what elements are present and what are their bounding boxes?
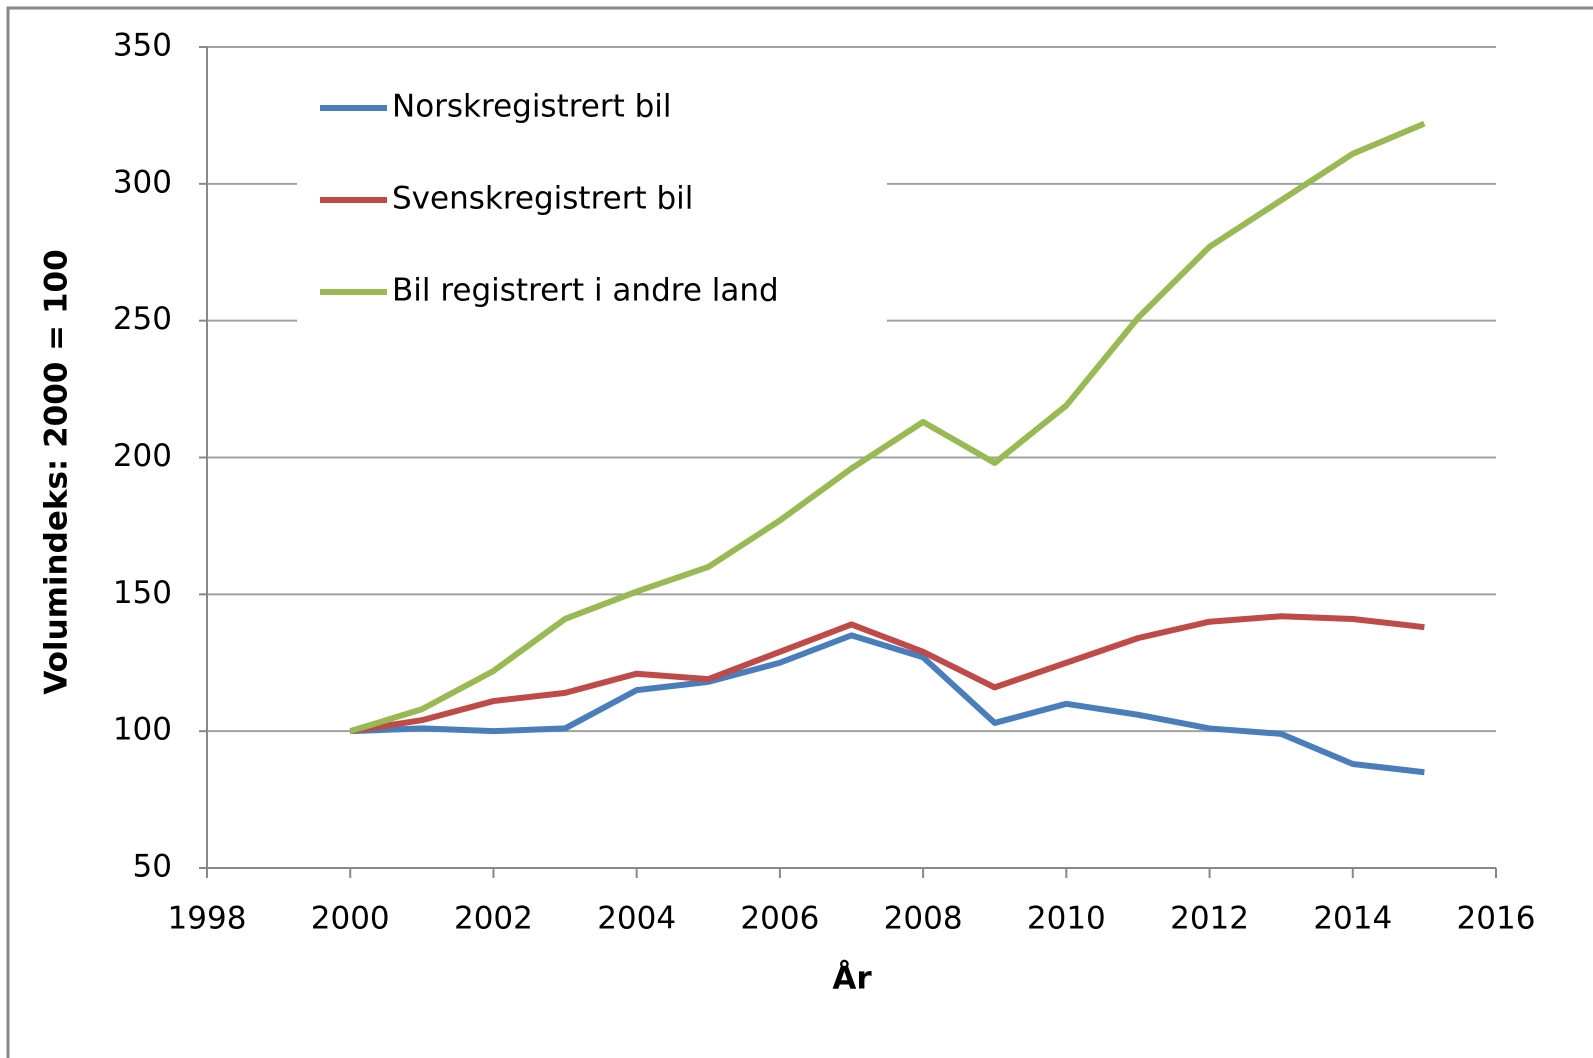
x-tick-label: 2014: [1313, 901, 1392, 937]
y-tick-label: 250: [113, 301, 172, 337]
y-tick-label: 150: [113, 575, 172, 611]
legend-label: Svenskregistrert bil: [392, 181, 693, 217]
x-tick-label: 2002: [454, 901, 533, 937]
line-series: [349, 613, 1425, 735]
y-tick-label: 200: [113, 438, 172, 474]
legend-box: [297, 62, 887, 337]
x-tick-label: 1998: [168, 901, 247, 937]
x-tick-label: 2016: [1457, 901, 1536, 937]
x-tick-label: 2004: [597, 901, 676, 937]
frame: [6, 6, 1593, 1058]
y-tick-label: 350: [113, 28, 172, 64]
y-tick-label: 300: [113, 164, 172, 200]
x-axis-title: År: [832, 960, 872, 997]
line-series: [349, 120, 1426, 735]
x-tick-label: 2012: [1170, 901, 1249, 937]
y-axis-title: Volumindeks: 2000 = 100: [39, 249, 75, 694]
y-tick-label: 50: [133, 849, 172, 885]
x-tick-label: 2006: [740, 901, 819, 937]
y-tick-label: 100: [113, 712, 172, 748]
x-tick-label: 2008: [884, 901, 963, 937]
line-series: [350, 632, 1425, 776]
legend-label: Bil registrert i andre land: [392, 273, 779, 309]
x-tick-label: 2010: [1027, 901, 1106, 937]
x-tick-label: 2000: [311, 901, 390, 937]
legend-label: Norskregistrert bil: [392, 89, 672, 125]
